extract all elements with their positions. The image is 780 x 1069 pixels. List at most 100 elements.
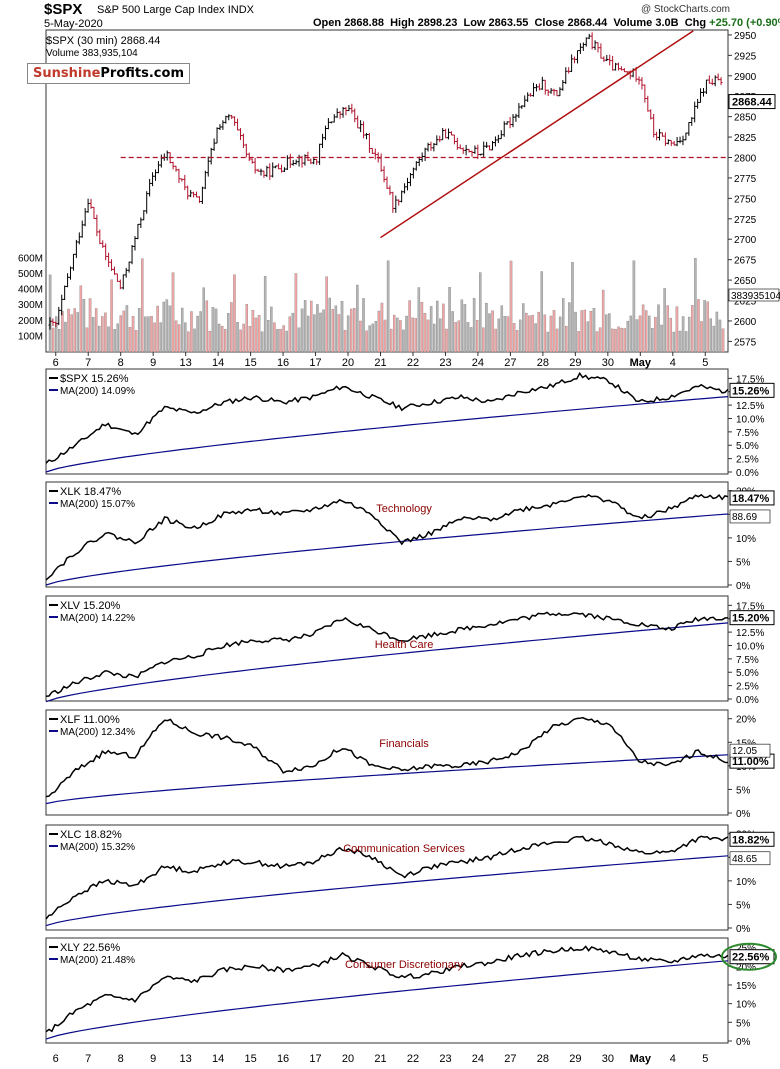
ratio-tick-label: 0% (736, 581, 751, 592)
secondary-value-box (729, 851, 771, 866)
volume-bar (94, 308, 98, 353)
uptrend-line (380, 30, 694, 239)
bottom-x-axis-label: 5 (702, 1053, 708, 1065)
volume-bar (113, 329, 116, 353)
volume-bar (546, 331, 550, 353)
ratio-value-box (729, 610, 775, 626)
close-label: Close (534, 17, 565, 29)
price-legend: $SPX (30 min) 2868.44 (46, 35, 160, 47)
volume-bar (168, 305, 172, 353)
price-tick-label: 2800 (734, 153, 757, 164)
volume-bar (595, 331, 599, 353)
volume-bar (196, 315, 199, 353)
volume-bar (359, 320, 362, 353)
volume-bar (537, 311, 540, 353)
volume-bar (675, 306, 679, 353)
volume-bar (561, 298, 565, 353)
volume-bar (107, 326, 110, 353)
volume-bar (291, 312, 295, 353)
ma-legend-label: MA(200) 14.22% (60, 613, 135, 624)
volume-bar (279, 328, 282, 353)
price-tick-label: 2950 (734, 31, 757, 42)
ratio-tick-label: 15% (736, 738, 756, 749)
volume-bar (61, 311, 64, 353)
bottom-x-axis-label: 29 (569, 1053, 581, 1065)
volume-bar (165, 299, 169, 353)
ma200-line (45, 622, 729, 703)
volume-bar (503, 316, 507, 353)
close-value: 2868.44 (567, 17, 608, 29)
ratio-tick-label: 0% (736, 1037, 751, 1048)
high-value: 2898.23 (417, 17, 458, 29)
volume-bar (51, 327, 55, 353)
source-credit[interactable]: @ StockCharts.com (640, 4, 730, 15)
x-axis-label: 16 (277, 357, 289, 369)
volume-bar (623, 328, 626, 353)
series-legend-label: XLV 15.20% (60, 600, 121, 612)
volume-bar (494, 328, 497, 353)
volume-bar (522, 303, 525, 353)
bottom-x-axis-label: 23 (439, 1053, 451, 1065)
ratio-tick-label: 7.5% (736, 428, 759, 439)
price-tick-label: 2625 (734, 297, 757, 308)
volume-bar (251, 310, 255, 353)
ratio-panel-frame (45, 824, 729, 931)
volume-bar (242, 323, 245, 353)
volume-bar (558, 316, 562, 353)
volume-bar (144, 316, 147, 353)
volume-bar (205, 300, 209, 353)
secondary-value-label: 12.05 (732, 746, 757, 757)
volume-bar (641, 304, 645, 353)
volume-bar (402, 329, 405, 353)
price-tick-label: 2850 (734, 113, 757, 124)
volume-bar (617, 326, 620, 353)
volume-bar (531, 314, 534, 353)
volume-bar (405, 315, 408, 353)
volume-bar (543, 314, 547, 353)
bottom-x-axis-label: 15 (244, 1053, 256, 1065)
price-tick-label: 2600 (734, 317, 757, 328)
x-axis-label: 17 (309, 357, 321, 369)
ma-legend-label: MA(200) 21.48% (60, 955, 135, 966)
volume-bar (663, 288, 666, 353)
exchange-label: INDX (227, 4, 254, 16)
volume-bar (270, 306, 273, 353)
volume-bar (687, 316, 691, 353)
volume-value: 3.0B (655, 17, 679, 29)
volume-bar (451, 311, 454, 353)
volume-bar (549, 315, 553, 353)
ratio-panel-frame (45, 709, 729, 816)
ohlc-readout: Open 2868.88 High 2898.23 Low 2863.55 Cl… (313, 17, 780, 29)
volume-bar (343, 330, 347, 353)
volume-bar (472, 298, 476, 353)
volume-bar (316, 304, 319, 353)
volume-bar (644, 310, 648, 353)
ratio-tick-label: 5% (736, 557, 751, 568)
ratio-value-label: 15.20% (732, 613, 770, 625)
price-tick-label: 2650 (734, 276, 757, 287)
volume-bar (131, 316, 135, 353)
volume-bar (211, 307, 215, 353)
x-axis-label: 21 (374, 357, 386, 369)
ratio-panel-frame (45, 937, 729, 1044)
volume-bar (500, 305, 504, 353)
volume-bar (399, 320, 402, 353)
series-legend-label: $SPX 15.26% (60, 373, 129, 385)
volume-bar (626, 320, 630, 353)
x-axis-label: 23 (439, 357, 451, 369)
last-price-box (728, 94, 776, 110)
volume-bar (273, 322, 276, 353)
volume-bar (657, 304, 660, 353)
volume-bar (694, 258, 697, 353)
logo-part1: Sunshine (33, 66, 101, 81)
secondary-value-box (729, 743, 771, 758)
volume-bar (91, 317, 95, 353)
volume-bar (122, 310, 126, 353)
volume-bar (721, 328, 725, 353)
price-tick-label: 2925 (734, 51, 757, 62)
index-name: S&P 500 Large Cap Index INDX (97, 4, 254, 16)
volume-bar (300, 308, 304, 353)
sector-label: Health Care (375, 639, 434, 651)
volume-bar (482, 327, 485, 353)
series-legend-label: XLC 18.82% (60, 829, 122, 841)
